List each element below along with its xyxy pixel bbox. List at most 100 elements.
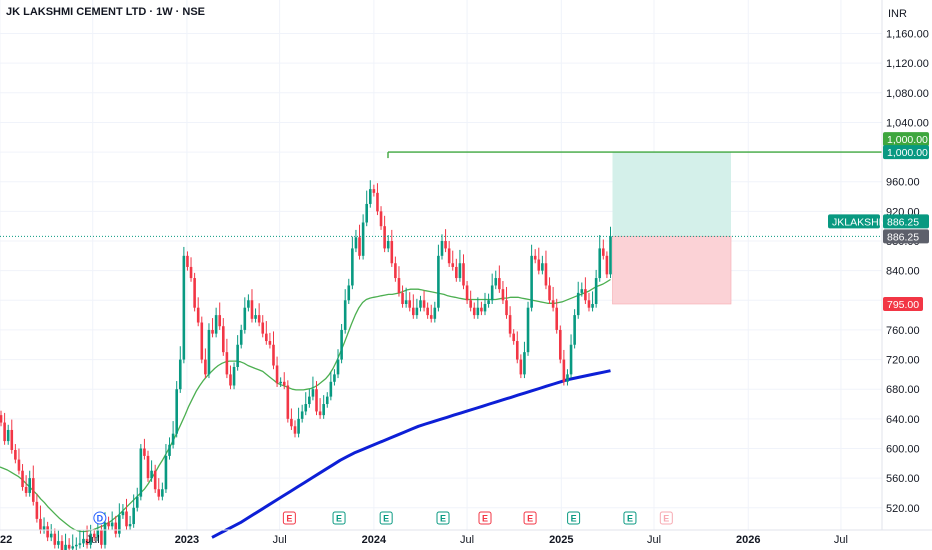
- candle-body: [429, 315, 433, 319]
- event-marker: E: [478, 511, 492, 525]
- candle-body: [383, 226, 386, 249]
- target-price-tag-bg: [883, 132, 929, 147]
- candle-body: [311, 389, 315, 397]
- candle-body: [394, 263, 397, 279]
- time-tick-label: Jul: [834, 534, 848, 546]
- candle-body: [78, 543, 82, 545]
- candle-body: [458, 263, 462, 279]
- candle-body: [318, 411, 322, 416]
- candle-body: [239, 329, 243, 345]
- candle-body: [6, 429, 10, 442]
- candle-body: [286, 385, 290, 419]
- event-letter: E: [663, 514, 669, 524]
- candle-body: [605, 255, 609, 275]
- candle-body: [584, 289, 587, 301]
- candle-body: [325, 396, 329, 405]
- candle-body: [218, 315, 222, 327]
- event-marker: E: [332, 511, 346, 525]
- candle-body: [114, 522, 118, 534]
- event-badge: [478, 511, 492, 525]
- candle-body: [308, 396, 311, 405]
- event-letter: E: [571, 514, 577, 524]
- candle-body: [254, 315, 257, 319]
- event-badge: [93, 511, 107, 525]
- event-marker: E: [379, 511, 393, 525]
- candle-body: [304, 404, 308, 412]
- candle-body: [376, 192, 379, 212]
- candle-body: [404, 300, 408, 304]
- price-tick-label: 560.00: [886, 473, 920, 485]
- event-badge: [436, 511, 450, 525]
- candle-body: [14, 449, 17, 460]
- candle-body: [329, 381, 333, 397]
- candle-body: [351, 248, 354, 286]
- time-tick-label: Jul: [273, 534, 287, 546]
- candle-body: [236, 344, 239, 367]
- candle-body: [476, 307, 480, 316]
- symbol-title[interactable]: JK LAKSHMI CEMENT LTD · 1W · NSE: [6, 6, 206, 18]
- price-tick-label: 520.00: [886, 503, 920, 515]
- candle-body: [333, 374, 336, 382]
- event-letter: E: [383, 514, 389, 524]
- candle-body: [282, 381, 286, 386]
- candle-body: [519, 359, 523, 375]
- candle-body: [24, 487, 28, 493]
- candle-body: [100, 530, 103, 545]
- price-tick-label: 1,040.00: [886, 117, 929, 129]
- candle-body: [505, 300, 508, 316]
- time-tick-label: 2026: [736, 534, 760, 546]
- candle-body: [207, 329, 211, 375]
- candle-body: [523, 352, 526, 375]
- target-price-tag-text: 1,000.00: [887, 134, 928, 146]
- candle-body: [200, 322, 204, 360]
- candle-body: [343, 300, 347, 330]
- candle-body: [315, 389, 318, 412]
- time-axis[interactable]: 2022 Jul 2023 Jul 2024 Jul 2025 Jul 2026 Jul: [0, 529, 932, 546]
- candle-body: [455, 266, 458, 279]
- price-axis[interactable]: INR 1,160.00 1,120.00 1,080.00 1,040.00 1,000…: [828, 0, 929, 530]
- candle-body: [211, 329, 214, 334]
- candle-body: [408, 300, 412, 308]
- event-badge: [567, 511, 581, 525]
- candle-body: [336, 359, 340, 375]
- candle-body: [462, 263, 465, 286]
- position-zones: [612, 152, 732, 305]
- stop-price-tag-bg: [883, 296, 923, 311]
- candle-body: [67, 544, 71, 549]
- ma-long-series: [211, 369, 611, 539]
- candle-body: [189, 266, 193, 279]
- candle-body: [526, 307, 530, 353]
- price-tick-label: 640.00: [886, 414, 920, 426]
- candle-body: [300, 411, 304, 419]
- candle-body: [472, 307, 476, 316]
- candle-body: [501, 289, 505, 301]
- candle-body: [562, 359, 566, 382]
- entry-price-tag: 886.25: [883, 229, 929, 244]
- candle-body: [594, 278, 598, 304]
- candle-body: [340, 329, 343, 360]
- candle-body: [232, 366, 236, 386]
- candle-body: [196, 307, 200, 323]
- candle-body: [512, 333, 515, 342]
- loss-zone: [612, 236, 732, 305]
- candle-body: [164, 455, 168, 490]
- candle-body: [250, 300, 254, 319]
- candle-body: [487, 300, 490, 304]
- candle-body: [261, 322, 265, 334]
- candle-body: [128, 524, 132, 527]
- price-tick-label: 1,160.00: [886, 29, 929, 41]
- candle-body: [544, 263, 548, 286]
- stop-price-tag: 795.00: [883, 296, 923, 311]
- candle-body: [135, 496, 139, 508]
- candle-body: [290, 418, 293, 427]
- candle-body: [96, 530, 100, 538]
- entry-price-tag-text: 886.25: [887, 231, 919, 243]
- event-badge: [332, 511, 346, 525]
- time-tick-label: Jul: [86, 534, 100, 546]
- event-marker: E: [567, 511, 581, 525]
- candle-body: [293, 426, 297, 434]
- event-marker: E: [659, 511, 673, 525]
- candle-body: [17, 459, 21, 471]
- candle-body: [541, 263, 544, 271]
